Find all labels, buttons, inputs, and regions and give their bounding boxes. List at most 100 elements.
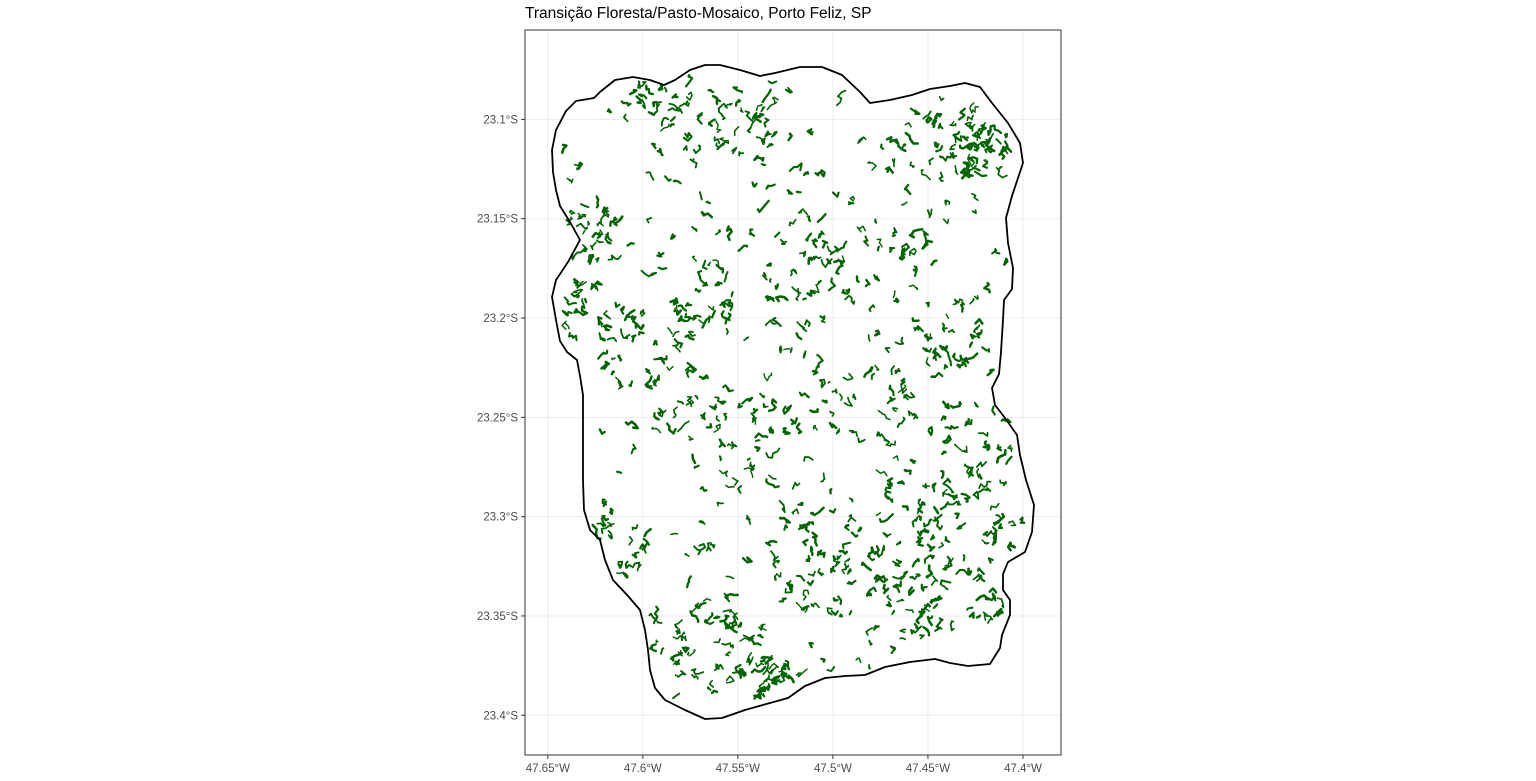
forest-patch xyxy=(692,314,702,320)
forest-patch xyxy=(685,91,693,101)
forest-patch xyxy=(811,531,819,547)
forest-patch xyxy=(946,555,953,568)
forest-patch xyxy=(681,646,690,654)
forest-patch xyxy=(721,301,726,308)
forest-patch xyxy=(676,400,685,405)
forest-patch xyxy=(809,506,825,517)
forest-patch xyxy=(631,315,642,330)
forest-patch xyxy=(995,610,1004,617)
forest-patch xyxy=(942,218,950,225)
forest-patch xyxy=(921,239,934,250)
forest-patch xyxy=(746,657,750,664)
forest-patch xyxy=(705,200,712,205)
forest-patch xyxy=(653,412,660,421)
forest-patch xyxy=(835,428,840,435)
forest-patch xyxy=(598,332,606,342)
forest-patch xyxy=(652,379,657,384)
forest-patch xyxy=(768,662,780,670)
forest-patch xyxy=(838,393,843,401)
forest-patch xyxy=(837,595,843,606)
forest-patch xyxy=(668,102,683,114)
forest-patch xyxy=(795,574,806,582)
forest-patch xyxy=(648,612,657,625)
forest-patch xyxy=(954,165,959,175)
forest-patch xyxy=(673,309,682,316)
forest-patch xyxy=(901,505,909,511)
forest-patch xyxy=(725,484,735,489)
forest-patch xyxy=(631,561,641,569)
forest-patch xyxy=(581,298,586,309)
forest-patch xyxy=(710,689,719,695)
forest-patch xyxy=(942,489,948,497)
forest-patch xyxy=(697,542,707,556)
forest-patch xyxy=(760,137,766,146)
forest-patch xyxy=(767,654,773,661)
forest-patch xyxy=(767,80,778,85)
forest-patch xyxy=(617,354,623,362)
forest-patch xyxy=(907,410,913,417)
forest-patch xyxy=(932,513,943,522)
forest-patch xyxy=(715,263,724,274)
forest-patch xyxy=(666,327,673,335)
forest-patch xyxy=(779,238,788,245)
forest-patch xyxy=(892,560,901,567)
forest-patch xyxy=(645,171,655,181)
forest-patch xyxy=(838,549,849,555)
forest-patch xyxy=(915,574,921,578)
forest-patch xyxy=(786,189,793,195)
forest-patch xyxy=(932,347,942,359)
forest-patch xyxy=(907,586,915,596)
forest-patch xyxy=(639,308,646,317)
forest-patch xyxy=(682,145,688,152)
forest-patch xyxy=(866,555,876,562)
forest-patch xyxy=(899,628,907,634)
forest-patch xyxy=(951,151,958,160)
forest-patch xyxy=(653,357,666,365)
forest-patch xyxy=(765,319,779,327)
forest-patch xyxy=(783,347,793,354)
forest-patch xyxy=(806,290,816,297)
forest-patch xyxy=(759,655,766,663)
forest-patch xyxy=(913,265,918,272)
forest-patch xyxy=(609,216,618,227)
forest-patch xyxy=(956,522,967,530)
forest-patch xyxy=(976,567,985,576)
forest-patch xyxy=(990,531,998,541)
forest-patch xyxy=(873,274,881,282)
forest-patch xyxy=(827,380,831,384)
forest-patch xyxy=(852,393,857,400)
forest-patch xyxy=(891,609,896,616)
forest-patch xyxy=(616,470,623,474)
forest-patch xyxy=(882,532,892,538)
forest-patch xyxy=(880,433,890,443)
forest-patch xyxy=(575,222,589,230)
forest-patch xyxy=(698,519,706,525)
forest-patch xyxy=(799,250,807,258)
forest-patch xyxy=(692,144,702,154)
forest-patch xyxy=(602,310,612,320)
forest-patch xyxy=(807,570,816,577)
forest-patch xyxy=(977,473,983,480)
forest-patch xyxy=(995,166,1008,179)
forest-patch xyxy=(913,622,920,630)
forest-patch xyxy=(760,163,767,166)
forest-patch xyxy=(576,161,584,171)
forest-patch xyxy=(650,142,657,150)
forest-patch xyxy=(983,159,989,164)
forest-patch xyxy=(949,400,962,409)
forest-patch xyxy=(707,315,711,324)
forest-patch xyxy=(644,84,655,96)
forest-patch xyxy=(909,574,919,581)
forest-patch xyxy=(701,414,705,420)
forest-patch xyxy=(698,374,709,381)
forest-patch xyxy=(689,610,700,624)
forest-patch xyxy=(770,130,778,138)
forest-patch xyxy=(730,291,734,298)
forest-patch xyxy=(685,400,693,408)
forest-patch xyxy=(762,663,770,676)
forest-patch xyxy=(751,181,758,188)
forest-patch xyxy=(937,122,944,130)
forest-patch xyxy=(962,161,969,167)
forest-patch xyxy=(715,415,720,422)
forest-patch xyxy=(561,309,573,317)
